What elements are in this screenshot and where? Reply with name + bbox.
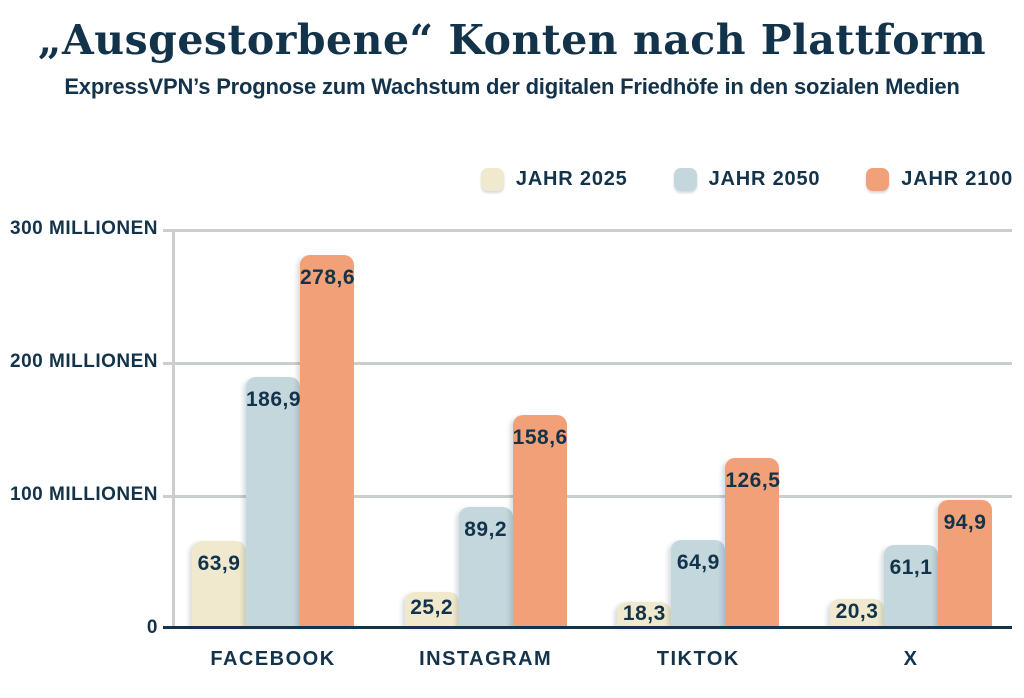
bar-tiktok-jahr-2100: 126,5: [725, 458, 781, 626]
y-axis-label: 300 MILLIONEN: [10, 218, 158, 239]
bar-value-label: 61,1: [889, 556, 933, 579]
bar-facebook-jahr-2050: 186,9: [246, 377, 302, 626]
legend-swatch: [673, 168, 697, 191]
bar-tiktok-jahr-2025: 18,3: [617, 602, 672, 626]
category-label-x: X: [903, 648, 919, 670]
legend-swatch: [480, 168, 504, 191]
bar-facebook-jahr-2100: 278,6: [300, 255, 356, 626]
category-label-tiktok: TIKTOK: [656, 648, 740, 670]
bar-value-label: 186,9: [246, 388, 302, 411]
y-tick-mark: [163, 495, 172, 498]
legend-swatch: [866, 168, 890, 191]
bar-value-label: 64,9: [676, 551, 720, 574]
bar-value-label: 25,2: [410, 596, 454, 619]
y-tick-mark: [163, 229, 172, 232]
bar-x-jahr-2100: 94,9: [938, 500, 992, 626]
bar-instagram-jahr-2025: 25,2: [404, 592, 459, 626]
legend-label: JAHR 2025: [515, 168, 628, 190]
category-label-facebook: FACEBOOK: [210, 648, 336, 670]
bar-x-jahr-2025: 20,3: [830, 599, 884, 626]
legend-item: JAHR 2100: [866, 168, 1013, 191]
y-axis-label: 100 MILLIONEN: [10, 484, 158, 505]
legend-item: JAHR 2025: [480, 168, 628, 191]
y-tick-mark: [163, 362, 172, 365]
legend-label: JAHR 2100: [901, 168, 1013, 190]
bar-value-label: 278,6: [300, 266, 356, 289]
page-subtitle: ExpressVPN’s Prognose zum Wachstum der d…: [64, 74, 960, 99]
bar-value-label: 18,3: [622, 602, 666, 625]
bar-x-jahr-2050: 61,1: [884, 545, 938, 626]
bar-facebook-jahr-2025: 63,9: [192, 541, 246, 626]
bar-tiktok-jahr-2050: 64,9: [671, 540, 726, 626]
bar-instagram-jahr-2050: 89,2: [458, 507, 513, 626]
legend-label: JAHR 2050: [708, 168, 821, 190]
y-axis-label: 0: [146, 617, 158, 638]
legend: JAHR 2025 JAHR 2050 JAHR 2100: [480, 168, 1013, 191]
page-title: „Ausgestorbene“ Konten nach Plattform: [37, 16, 987, 64]
bar-value-label: 63,9: [197, 552, 241, 575]
bar-value-label: 94,9: [943, 511, 987, 534]
plot-area: 63,9 186,9 278,6 25,2 89,2 158,6 18,3 64,9 126,5…: [163, 229, 1012, 629]
gridline: [172, 229, 1012, 232]
bar-value-label: 126,5: [725, 469, 781, 492]
category-label-instagram: INSTAGRAM: [419, 648, 553, 670]
bar-value-label: 158,6: [512, 426, 568, 449]
gridline: [172, 495, 1012, 498]
y-axis-line: [172, 230, 175, 629]
legend-item: JAHR 2050: [673, 168, 821, 191]
x-axis-baseline: [163, 626, 1012, 629]
bar-value-label: 89,2: [464, 518, 508, 541]
y-axis-label: 200 MILLIONEN: [10, 351, 158, 372]
bar-instagram-jahr-2100: 158,6: [512, 415, 568, 626]
bar-value-label: 20,3: [835, 599, 879, 623]
gridline: [172, 362, 1012, 365]
